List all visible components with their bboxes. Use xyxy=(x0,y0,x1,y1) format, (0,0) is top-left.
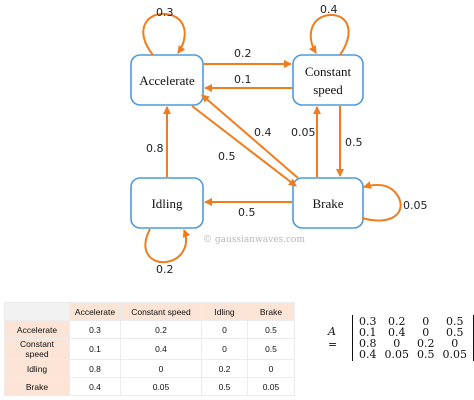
matrix-cell: 0.5 xyxy=(446,315,464,328)
state-brake-label: Brake xyxy=(312,196,343,211)
matrix-cell: 0 xyxy=(393,337,401,350)
edge-label-brake-to-idling: 0.5 xyxy=(238,206,256,219)
watermark-text: © gaussianwaves.com xyxy=(203,235,305,245)
matrix-row: 0.3 0.2 0 0.5 xyxy=(355,316,471,327)
edge-label-accelerate-to-constant: 0.2 xyxy=(234,47,252,60)
matrix-cell: 0.05 xyxy=(384,348,410,361)
matrix-cell: 0.4 xyxy=(359,348,377,361)
matrix-cell: 0.05 xyxy=(442,348,468,361)
edge-label-brake-self: 0.05 xyxy=(403,199,428,212)
table-cell: 0.5 xyxy=(247,320,295,339)
matrix-cell: 0.2 xyxy=(388,315,406,328)
table-row: Idling 0.8 0 0.2 0 xyxy=(4,359,295,378)
table-row-header: Idling xyxy=(4,359,70,378)
matrix-body: 0.3 0.2 0 0.5 0.1 0.4 0 0.5 0.8 0 0.2 0 … xyxy=(355,316,471,360)
matrix-row: 0.8 0 0.2 0 xyxy=(355,338,471,349)
table-cell: 0 xyxy=(201,338,248,360)
table-cell: 0.05 xyxy=(120,377,202,396)
table-column-header: Constant speed xyxy=(120,302,202,321)
edge-label-accelerate-to-brake: 0.5 xyxy=(218,150,236,163)
edge-label-idling-self: 0.2 xyxy=(156,263,174,276)
table-row-header: Constant speed xyxy=(4,338,70,360)
matrix-row: 0.4 0.05 0.5 0.05 xyxy=(355,349,471,360)
table-row: Accelerate 0.3 0.2 0 0.5 xyxy=(4,320,295,339)
edge-label-brake-to-accelerate: 0.4 xyxy=(254,126,272,139)
edge-label-accelerate-self: 0.3 xyxy=(156,6,174,19)
matrix-cell: 0.5 xyxy=(446,326,464,339)
state-constant-speed-box xyxy=(292,54,364,106)
matrix-brackets: 0.3 0.2 0 0.5 0.1 0.4 0 0.5 0.8 0 0.2 0 … xyxy=(352,315,474,361)
table-row: Constant speed 0.1 0.4 0 0.5 xyxy=(4,338,295,360)
edge-accelerate-self xyxy=(142,12,186,56)
matrix-cell: 0.5 xyxy=(417,348,435,361)
edge-brake-self xyxy=(361,181,402,222)
matrix-cell: 0 xyxy=(422,326,430,339)
table-column-header: Accelerate xyxy=(69,302,121,321)
matrix-cell: 0.2 xyxy=(417,337,435,350)
matrix-row: 0.1 0.4 0 0.5 xyxy=(355,327,471,338)
matrix-cell: 0 xyxy=(422,315,430,328)
matrix-cell: 0 xyxy=(451,337,459,350)
table-row-header: Accelerate xyxy=(4,320,70,339)
state-transition-diagram: Accelerate Constant speed Idling Brake 0… xyxy=(130,3,428,276)
edge-label-brake-to-constant: 0.05 xyxy=(291,126,316,139)
edge-constant-self xyxy=(308,13,350,56)
edge-label-constant-to-brake: 0.5 xyxy=(345,136,363,149)
state-idling-box xyxy=(130,177,204,229)
transition-probability-table: Accelerate Constant speed Idling Brake A… xyxy=(4,302,295,396)
transition-matrix-equation: A = 0.3 0.2 0 0.5 0.1 0.4 0 0.5 0.8 0 0.… xyxy=(328,315,474,361)
matrix-lhs: A = xyxy=(328,325,338,351)
table-column-header: Brake xyxy=(247,302,295,321)
table-cell: 0.2 xyxy=(120,320,202,339)
state-constant-speed-label-line2: speed xyxy=(313,82,343,97)
table-cell: 0.1 xyxy=(69,338,121,360)
table-row-header: Brake xyxy=(4,377,70,396)
table-cell: 0.5 xyxy=(247,338,295,360)
table-cell: 0.5 xyxy=(201,377,248,396)
matrix-cell: 0.1 xyxy=(359,326,377,339)
edge-label-idling-to-accelerate: 0.8 xyxy=(146,142,164,155)
edge-brake-to-accelerate xyxy=(201,94,299,179)
table-cell: 0.4 xyxy=(69,377,121,396)
table-cell: 0.3 xyxy=(69,320,121,339)
table-cell: 0 xyxy=(247,359,295,378)
table-cell: 0 xyxy=(201,320,248,339)
edge-label-constant-to-accelerate: 0.1 xyxy=(234,73,252,86)
matrix-cell: 0.4 xyxy=(388,326,406,339)
matrix-cell: 0.3 xyxy=(359,315,377,328)
table-cell: 0 xyxy=(120,359,202,378)
state-accelerate-box xyxy=(130,54,204,106)
table-corner-cell xyxy=(4,302,70,321)
state-brake-box xyxy=(292,177,364,229)
table-row: Brake 0.4 0.05 0.5 0.05 xyxy=(4,377,295,396)
table-cell: 0.8 xyxy=(69,359,121,378)
state-accelerate-label: Accelerate xyxy=(139,73,195,88)
edge-label-constant-self: 0.4 xyxy=(320,3,338,16)
table-column-header: Idling xyxy=(201,302,248,321)
matrix-cell: 0.8 xyxy=(359,337,377,350)
table-header-row: Accelerate Constant speed Idling Brake xyxy=(4,302,295,321)
edge-accelerate-to-brake xyxy=(191,105,297,187)
table-cell: 0.4 xyxy=(120,338,202,360)
state-constant-speed-label-line1: Constant xyxy=(305,64,352,79)
state-idling-label: Idling xyxy=(151,196,183,211)
table-cell: 0.05 xyxy=(247,377,295,396)
edge-idling-self xyxy=(144,228,191,264)
table-cell: 0.2 xyxy=(201,359,248,378)
